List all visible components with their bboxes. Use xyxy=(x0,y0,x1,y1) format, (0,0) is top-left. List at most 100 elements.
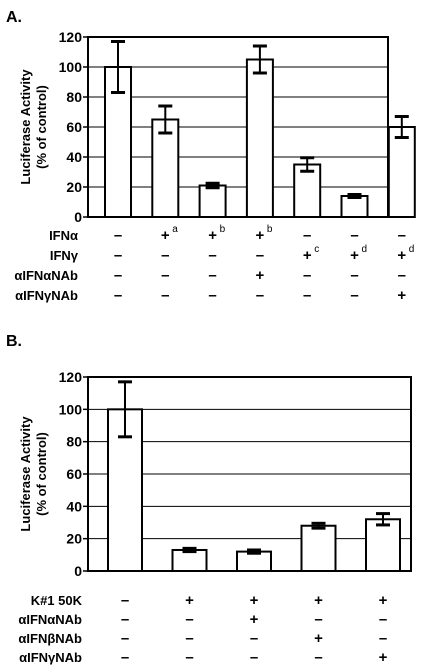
condition-cell: – xyxy=(379,630,387,647)
y-tick-label: 60 xyxy=(66,119,82,135)
condition-cell: + xyxy=(314,592,323,609)
panel-label: B. xyxy=(6,333,22,350)
condition-label: αIFNγNAb xyxy=(19,650,82,665)
condition-cell: + xyxy=(379,649,388,666)
y-axis-label: Luciferase Activity xyxy=(18,69,33,185)
condition-cell: – xyxy=(303,287,311,304)
condition-cell: – xyxy=(185,611,193,628)
y-tick-label: 100 xyxy=(59,59,83,75)
condition-cell: – xyxy=(256,287,264,304)
condition-cell: – xyxy=(303,267,311,284)
bar xyxy=(300,524,337,573)
condition-label: IFNα xyxy=(49,228,78,243)
condition-cell: + xyxy=(314,630,323,647)
error-bar xyxy=(118,380,132,439)
y-tick-label: 20 xyxy=(66,531,82,547)
error-bar xyxy=(247,548,261,555)
condition-cell: + xyxy=(250,611,259,628)
condition-label: αIFNαNAb xyxy=(18,612,82,627)
condition-cell: – xyxy=(114,247,122,264)
condition-cell: – xyxy=(350,267,358,284)
condition-cell: + xyxy=(208,227,217,244)
y-axis-label: Luciferase Activity xyxy=(18,416,33,532)
bar xyxy=(171,548,208,573)
condition-cell: – xyxy=(114,227,122,244)
y-tick-label: 0 xyxy=(74,209,82,225)
condition-cell: + xyxy=(256,227,265,244)
error-bar xyxy=(252,44,267,75)
condition-label: K#1 50K xyxy=(31,593,83,608)
condition-cell: – xyxy=(121,649,129,666)
y-axis-label-units: (% of control) xyxy=(34,85,49,169)
condition-label: αIFNγNAb xyxy=(15,288,78,303)
error-bar xyxy=(158,104,173,135)
error-bar xyxy=(376,512,390,527)
y-tick-label: 60 xyxy=(66,466,82,482)
condition-cell: – xyxy=(250,630,258,647)
condition-cell: – xyxy=(350,287,358,304)
y-axis-label-units: (% of control) xyxy=(34,432,49,516)
condition-cell: – xyxy=(350,227,358,244)
bar xyxy=(340,195,369,218)
condition-label: αIFNβNAb xyxy=(18,631,82,646)
condition-cell: – xyxy=(114,287,122,304)
bar xyxy=(198,184,227,218)
condition-cell: – xyxy=(161,267,169,284)
condition-label: IFNγ xyxy=(50,248,79,263)
condition-cell: – xyxy=(121,611,129,628)
panel-label: A. xyxy=(6,9,22,26)
condition-cell: – xyxy=(121,592,129,609)
condition-cell: – xyxy=(256,247,264,264)
error-bar xyxy=(205,181,220,190)
y-tick-label: 80 xyxy=(66,434,82,450)
condition-cell: + xyxy=(250,592,259,609)
error-bar xyxy=(311,521,326,530)
significance-superscript: b xyxy=(267,224,273,235)
condition-cell: – xyxy=(208,247,216,264)
error-bar xyxy=(111,40,125,94)
y-tick-label: 120 xyxy=(59,29,83,45)
condition-cell: – xyxy=(161,247,169,264)
condition-cell: – xyxy=(208,267,216,284)
condition-cell: – xyxy=(379,611,387,628)
error-bar xyxy=(182,546,197,554)
significance-superscript: d xyxy=(409,244,415,255)
condition-cell: + xyxy=(161,227,170,244)
condition-cell: + xyxy=(350,247,359,264)
condition-cell: – xyxy=(161,287,169,304)
y-tick-label: 100 xyxy=(59,401,83,417)
condition-cell: + xyxy=(256,267,265,284)
condition-cell: – xyxy=(250,649,258,666)
bar xyxy=(365,518,401,572)
error-bar xyxy=(300,156,315,173)
condition-cell: – xyxy=(398,267,406,284)
error-bar xyxy=(394,115,409,139)
condition-cell: – xyxy=(114,267,122,284)
y-tick-label: 20 xyxy=(66,179,82,195)
condition-cell: + xyxy=(185,592,194,609)
condition-cell: + xyxy=(397,247,406,264)
y-tick-label: 40 xyxy=(66,498,82,514)
y-tick-label: 120 xyxy=(59,369,83,385)
condition-label: αIFNαNAb xyxy=(14,268,78,283)
panel-b: B. 0 20 40 60 80 100 120 Luciferase Activity (% o… xyxy=(6,333,412,666)
condition-cell: – xyxy=(121,630,129,647)
condition-cell: – xyxy=(208,287,216,304)
y-tick-label: 80 xyxy=(66,89,82,105)
condition-cell: – xyxy=(398,227,406,244)
y-tick-label: 40 xyxy=(66,149,82,165)
condition-cell: + xyxy=(303,247,312,264)
condition-cell: – xyxy=(314,611,322,628)
significance-superscript: c xyxy=(314,244,319,255)
condition-cell: – xyxy=(303,227,311,244)
condition-cell: – xyxy=(185,630,193,647)
y-tick-label: 0 xyxy=(74,563,82,579)
significance-superscript: a xyxy=(172,224,178,235)
condition-cell: + xyxy=(379,592,388,609)
significance-superscript: d xyxy=(362,244,368,255)
bar xyxy=(245,58,274,218)
condition-cell: – xyxy=(314,649,322,666)
condition-cell: – xyxy=(185,649,193,666)
condition-cell: + xyxy=(397,287,406,304)
